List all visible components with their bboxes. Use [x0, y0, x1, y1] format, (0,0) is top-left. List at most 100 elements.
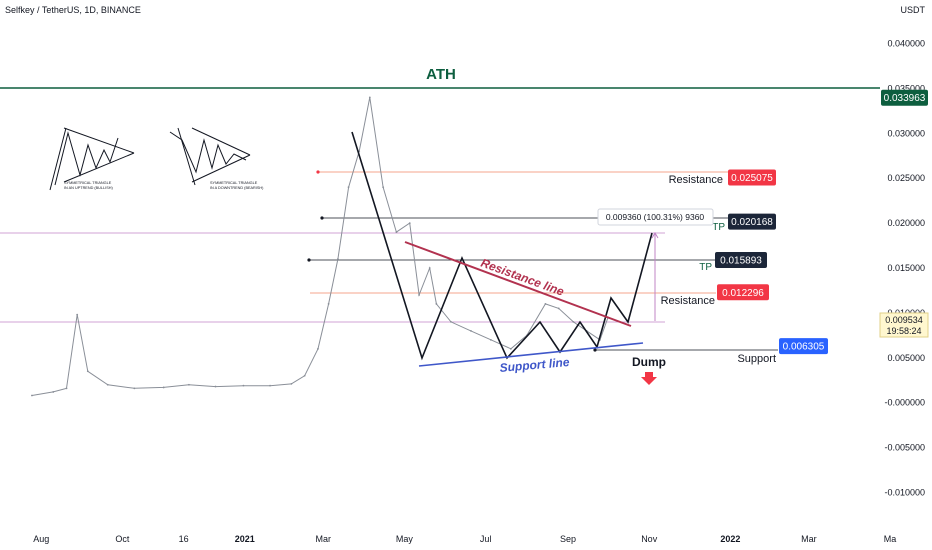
last-price-badge: [879, 312, 929, 338]
price-badge: 0.020168: [728, 213, 776, 230]
last-price-value: 0.009534: [885, 315, 923, 325]
price-point: [133, 387, 136, 390]
price-point: [408, 222, 411, 224]
support-label: Support: [737, 353, 776, 365]
price-point: [106, 383, 109, 386]
price-point: [76, 313, 79, 316]
price-point: [428, 267, 431, 269]
price-tick-label: 0.040000: [887, 38, 925, 48]
bullish-triangle-caption-1: SYMMETRICAL TRIANGLE: [64, 181, 112, 185]
price-badge: 0.012296: [717, 284, 769, 301]
projection-path: [351, 131, 653, 361]
price-point: [188, 383, 190, 386]
resistance-label-top: Resistance: [669, 174, 723, 186]
price-point: [509, 347, 512, 350]
price-point: [52, 391, 55, 393]
level-anchor-dot: [316, 170, 320, 174]
price-badge-text: 0.012296: [722, 288, 764, 299]
price-point: [269, 384, 271, 387]
price-badge-text: 0.025075: [731, 173, 773, 184]
price-point: [214, 385, 217, 388]
time-tick-label: Oct: [115, 534, 130, 544]
price-point: [368, 96, 371, 99]
price-badge-text: 0.015893: [720, 255, 762, 266]
resistance-trend-line[interactable]: [404, 241, 632, 327]
price-badge-text: 0.006305: [783, 342, 825, 353]
price-badge: 0.006305: [779, 338, 828, 355]
price-point: [65, 387, 68, 390]
price-tick-label: 0.030000: [887, 128, 925, 138]
price-point: [382, 186, 385, 189]
support-trend-line[interactable]: [418, 342, 644, 367]
price-point: [162, 386, 165, 389]
price-point: [557, 307, 560, 310]
dump-label: Dump: [632, 355, 666, 369]
price-point: [290, 382, 293, 385]
price-tick-label: 0.020000: [887, 218, 925, 228]
ath-label: ATH: [426, 66, 456, 83]
bullish-triangle-sketch: SYMMETRICAL TRIANGLE IN AN UPTREND (BULL…: [49, 127, 135, 191]
time-tick-label: 16: [179, 534, 189, 544]
price-point: [347, 186, 350, 189]
bullish-triangle-caption-2: IN AN UPTREND (BULLISH): [64, 186, 113, 190]
price-point: [544, 303, 547, 305]
bearish-triangle-sketch: SYMMETRICAL TRIANGLE IN A DOWNTREND (BEA…: [169, 127, 264, 190]
time-tick-label: Sep: [560, 534, 576, 544]
tp-label-2: TP: [699, 262, 712, 273]
price-badge-text: 0.033963: [884, 93, 926, 104]
price-point: [435, 303, 438, 305]
price-point: [470, 329, 472, 332]
level-anchor-dot: [593, 348, 597, 352]
measure-arrow-icon: [651, 232, 659, 239]
tp-label-1: TP: [712, 222, 725, 233]
price-level-badges: 0.033963 0.025075 0.020168 0.015893 0.012296…: [715, 89, 928, 355]
price-point: [86, 370, 89, 373]
time-tick-label: Ma: [884, 534, 897, 544]
price-badge: 0.015893: [715, 251, 767, 268]
price-axis[interactable]: 0.040000 0.035000 0.030000 0.025000 0.020000…: [884, 38, 925, 497]
price-point: [395, 231, 398, 233]
level-anchor-dot: [320, 216, 324, 220]
dump-arrow-icon: [641, 372, 657, 385]
time-tick-label: Jul: [480, 534, 492, 544]
price-point: [418, 294, 420, 296]
price-point: [327, 303, 330, 305]
price-point: [450, 320, 452, 323]
symbol-title: Selfkey / TetherUS, 1D, BINANCE: [5, 5, 141, 15]
level-anchor-dot: [307, 258, 311, 262]
price-point: [489, 338, 492, 341]
price-tick-label: -0.010000: [884, 488, 925, 498]
price-point: [572, 320, 575, 323]
price-point: [303, 374, 306, 377]
price-tick-label: -0.000000: [884, 398, 925, 408]
bearish-triangle-caption-1: SYMMETRICAL TRIANGLE: [210, 181, 258, 185]
time-axis[interactable]: Aug Oct 16 2021 Mar May Jul Sep Nov 2022 Mar Ma: [33, 534, 896, 544]
time-tick-label: 2022: [720, 534, 740, 544]
price-point: [242, 384, 245, 387]
currency-label: USDT: [901, 5, 926, 15]
price-tick-label: 0.035000: [887, 83, 925, 93]
price-badge-text: 0.020168: [731, 217, 773, 228]
price-series-points: [31, 96, 609, 397]
price-tick-label: -0.005000: [884, 443, 925, 453]
price-tick-label: 0.025000: [887, 173, 925, 183]
price-point: [31, 394, 33, 397]
time-tick-label: Nov: [641, 534, 658, 544]
time-tick-label: 2021: [235, 534, 255, 544]
measure-tooltip: [597, 208, 714, 226]
bearish-triangle-caption-2: IN A DOWNTREND (BEARISH): [210, 186, 264, 190]
price-badge: 0.025075: [728, 169, 776, 186]
time-tick-label: Mar: [801, 534, 817, 544]
price-series-line: [31, 97, 609, 396]
resistance-label-mid: Resistance: [661, 295, 715, 307]
time-tick-label: May: [396, 534, 414, 544]
price-tick-label: 0.015000: [887, 263, 925, 273]
time-tick-label: Aug: [33, 534, 49, 544]
support-line-label: Support line: [499, 355, 570, 375]
resistance-line-label: Resistance line: [479, 256, 566, 299]
measure-tooltip-text: 0.009360 (100.31%) 9360: [606, 212, 705, 222]
last-price-time: 19:58:24: [886, 326, 921, 336]
price-badge: 0.033963: [881, 89, 928, 106]
time-tick-label: Mar: [316, 534, 332, 544]
